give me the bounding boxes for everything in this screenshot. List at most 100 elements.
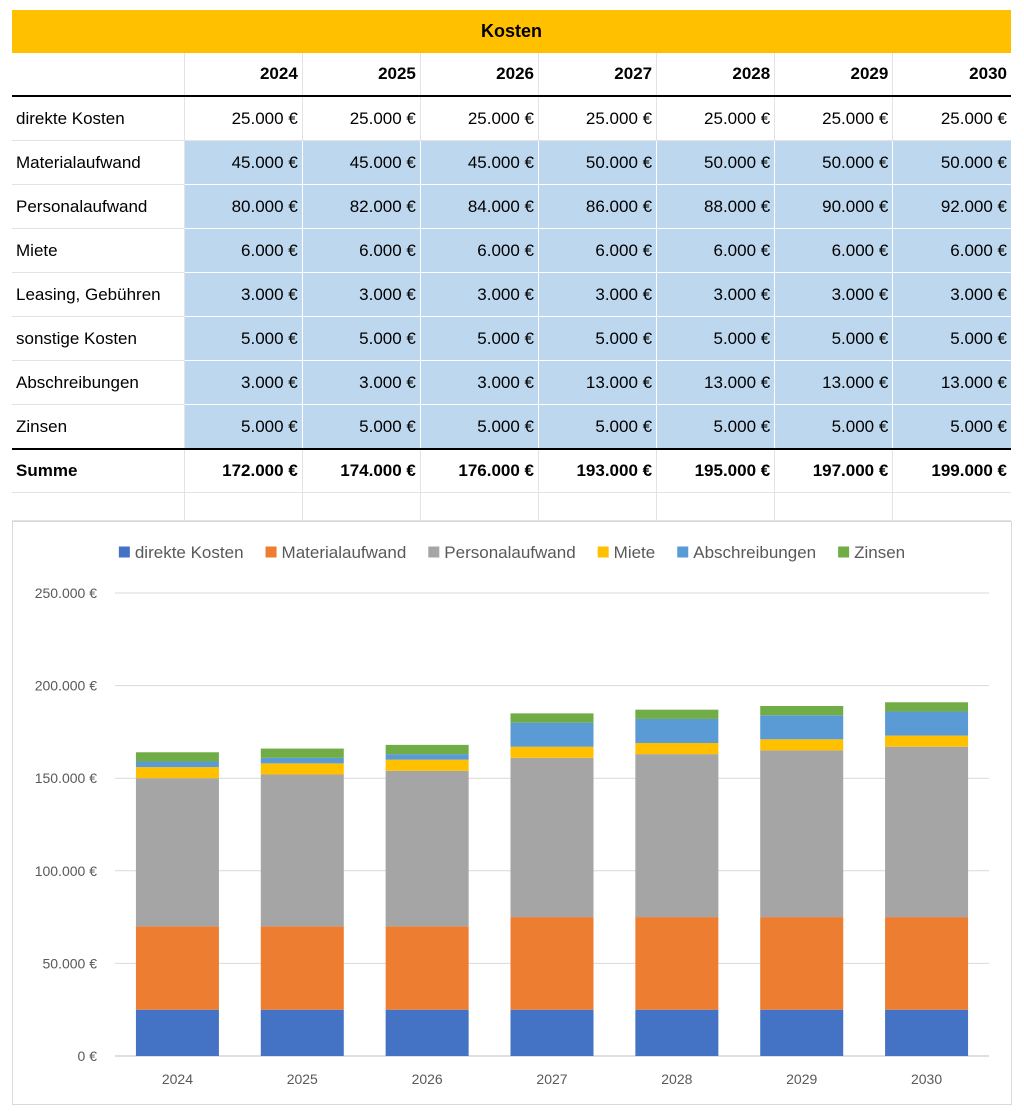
row-label-cell[interactable]: Materialaufwand — [12, 140, 185, 185]
value-cell[interactable]: 45.000 € — [184, 140, 303, 185]
value-cell[interactable]: 6.000 € — [538, 228, 658, 273]
value-cell[interactable]: 13.000 € — [656, 360, 776, 405]
value-cell[interactable]: 25.000 € — [656, 96, 776, 141]
value-cell[interactable]: 3.000 € — [420, 360, 540, 405]
value-cell[interactable]: 5.000 € — [538, 404, 658, 450]
value-cell[interactable]: 3.000 € — [420, 272, 540, 317]
row-label-cell[interactable]: Zinsen — [12, 404, 185, 450]
value-cell[interactable]: 5.000 € — [420, 404, 540, 450]
sum-value-cell[interactable]: 197.000 € — [774, 449, 894, 493]
bar-segment — [635, 709, 719, 719]
legend-label: Zinsen — [854, 543, 905, 562]
value-cell[interactable]: 3.000 € — [184, 360, 303, 405]
value-cell[interactable]: 3.000 € — [892, 272, 1011, 317]
value-cell[interactable]: 90.000 € — [774, 184, 894, 229]
value-cell[interactable]: 6.000 € — [892, 228, 1011, 273]
sum-value-cell[interactable]: 172.000 € — [184, 449, 303, 493]
sum-value-cell[interactable]: 176.000 € — [420, 449, 540, 493]
empty-cell[interactable] — [774, 492, 894, 521]
sum-value-cell[interactable]: 174.000 € — [302, 449, 421, 493]
value-cell[interactable]: 5.000 € — [656, 316, 776, 361]
value-cell[interactable]: 25.000 € — [420, 96, 540, 141]
row-label-cell[interactable]: sonstige Kosten — [12, 316, 185, 361]
value-cell[interactable]: 82.000 € — [302, 184, 421, 229]
value-cell[interactable]: 5.000 € — [184, 404, 303, 450]
value-cell[interactable]: 50.000 € — [774, 140, 894, 185]
header-corner-cell[interactable] — [12, 53, 185, 97]
value-cell[interactable]: 5.000 € — [538, 316, 658, 361]
y-tick-label: 50.000 € — [43, 955, 98, 971]
value-cell[interactable]: 5.000 € — [302, 404, 421, 450]
year-header-cell[interactable]: 2028 — [656, 53, 776, 97]
year-header-cell[interactable]: 2026 — [420, 53, 540, 97]
value-cell[interactable]: 50.000 € — [656, 140, 776, 185]
year-header-cell[interactable]: 2024 — [184, 53, 303, 97]
empty-cell[interactable] — [420, 492, 540, 521]
year-header-cell[interactable]: 2030 — [892, 53, 1011, 97]
value-cell[interactable]: 3.000 € — [774, 272, 894, 317]
value-cell[interactable]: 25.000 € — [538, 96, 658, 141]
value-cell[interactable]: 92.000 € — [892, 184, 1011, 229]
value-cell[interactable]: 88.000 € — [656, 184, 776, 229]
bar-segment — [260, 926, 344, 1010]
value-cell[interactable]: 6.000 € — [420, 228, 540, 273]
value-cell[interactable]: 13.000 € — [774, 360, 894, 405]
empty-cell[interactable] — [656, 492, 776, 521]
value-cell[interactable]: 13.000 € — [892, 360, 1011, 405]
value-cell[interactable]: 80.000 € — [184, 184, 303, 229]
value-cell[interactable]: 86.000 € — [538, 184, 658, 229]
value-cell[interactable]: 45.000 € — [420, 140, 540, 185]
value-cell[interactable]: 25.000 € — [184, 96, 303, 141]
empty-cell[interactable] — [12, 492, 185, 521]
year-header-cell[interactable]: 2027 — [538, 53, 658, 97]
empty-cell[interactable] — [538, 492, 658, 521]
row-label-cell[interactable]: Miete — [12, 228, 185, 273]
value-cell[interactable]: 5.000 € — [892, 404, 1011, 450]
value-cell[interactable]: 3.000 € — [656, 272, 776, 317]
value-cell[interactable]: 45.000 € — [302, 140, 421, 185]
value-cell[interactable]: 5.000 € — [420, 316, 540, 361]
year-header-cell[interactable]: 2029 — [774, 53, 894, 97]
cost-table: 2024 2025 2026 2027 2028 2029 2030 direkte Kost… — [12, 53, 1011, 521]
value-cell[interactable]: 50.000 € — [892, 140, 1011, 185]
value-cell[interactable]: 25.000 € — [302, 96, 421, 141]
y-tick-label: 200.000 € — [35, 678, 97, 694]
value-cell[interactable]: 6.000 € — [302, 228, 421, 273]
value-cell[interactable]: 3.000 € — [538, 272, 658, 317]
empty-cell[interactable] — [892, 492, 1011, 521]
value-cell[interactable]: 3.000 € — [184, 272, 303, 317]
empty-cell[interactable] — [184, 492, 303, 521]
bar-segment — [510, 917, 594, 1010]
value-cell[interactable]: 5.000 € — [892, 316, 1011, 361]
row-label-cell[interactable]: Leasing, Gebühren — [12, 272, 185, 317]
value-cell[interactable]: 3.000 € — [302, 360, 421, 405]
value-cell[interactable]: 25.000 € — [892, 96, 1011, 141]
value-cell[interactable]: 5.000 € — [302, 316, 421, 361]
x-tick-label: 2024 — [162, 1071, 193, 1087]
legend-label: Personalaufwand — [444, 543, 575, 562]
row-label-cell[interactable]: Abschreibungen — [12, 360, 185, 405]
value-cell[interactable]: 5.000 € — [656, 404, 776, 450]
row-label-cell[interactable]: direkte Kosten — [12, 96, 185, 141]
value-cell[interactable]: 3.000 € — [302, 272, 421, 317]
sum-value-cell[interactable]: 199.000 € — [892, 449, 1011, 493]
value-cell[interactable]: 5.000 € — [774, 404, 894, 450]
legend-label: Abschreibungen — [693, 543, 816, 562]
value-cell[interactable]: 5.000 € — [184, 316, 303, 361]
sum-label-cell[interactable]: Summe — [12, 449, 185, 493]
value-cell[interactable]: 84.000 € — [420, 184, 540, 229]
value-cell[interactable]: 25.000 € — [774, 96, 894, 141]
value-cell[interactable]: 6.000 € — [774, 228, 894, 273]
value-cell[interactable]: 13.000 € — [538, 360, 658, 405]
value-cell[interactable]: 6.000 € — [656, 228, 776, 273]
bar-segment — [260, 748, 344, 758]
legend-label: Materialaufwand — [282, 543, 407, 562]
value-cell[interactable]: 50.000 € — [538, 140, 658, 185]
value-cell[interactable]: 6.000 € — [184, 228, 303, 273]
year-header-cell[interactable]: 2025 — [302, 53, 421, 97]
empty-cell[interactable] — [302, 492, 421, 521]
sum-value-cell[interactable]: 193.000 € — [538, 449, 658, 493]
value-cell[interactable]: 5.000 € — [774, 316, 894, 361]
row-label-cell[interactable]: Personalaufwand — [12, 184, 185, 229]
sum-value-cell[interactable]: 195.000 € — [656, 449, 776, 493]
